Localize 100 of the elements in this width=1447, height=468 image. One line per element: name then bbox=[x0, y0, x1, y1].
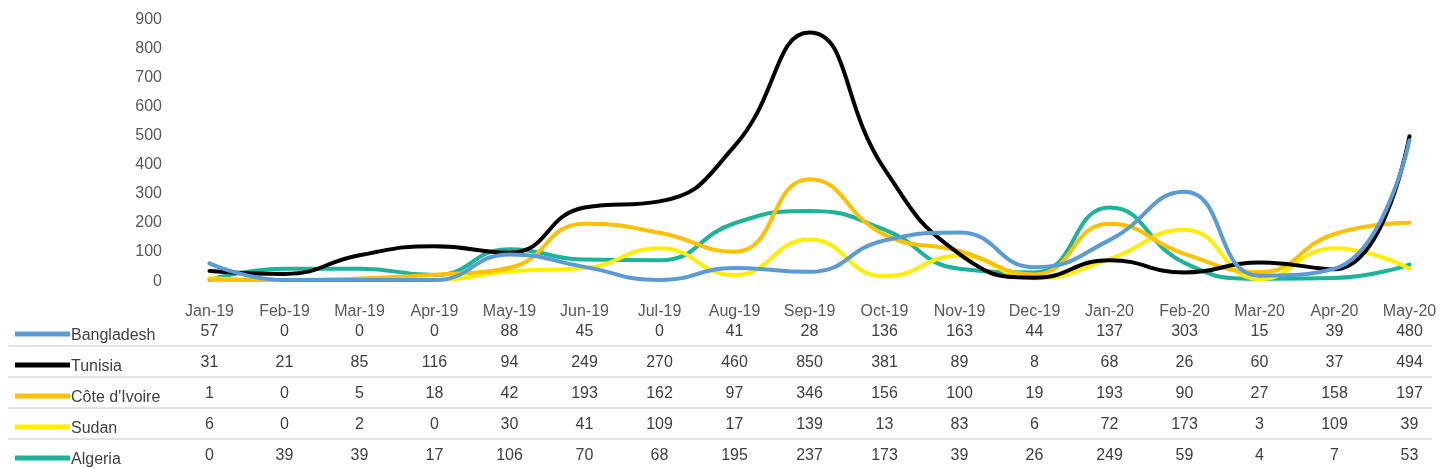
data-label: 39 bbox=[1400, 414, 1419, 432]
x-tick-label: Feb-20 bbox=[1159, 301, 1210, 319]
legend-label: Côte d'Ivoire bbox=[71, 387, 161, 405]
data-label: 15 bbox=[1250, 321, 1269, 339]
y-tick-label: 800 bbox=[135, 38, 163, 56]
data-label: 195 bbox=[721, 445, 748, 463]
data-label: 116 bbox=[421, 352, 448, 370]
y-tick-label: 0 bbox=[153, 271, 163, 289]
data-label: 156 bbox=[871, 383, 898, 401]
x-tick-label: Jun-19 bbox=[560, 301, 610, 319]
data-label: 460 bbox=[721, 352, 748, 370]
data-label: 109 bbox=[1321, 414, 1348, 432]
data-label: 26 bbox=[1025, 445, 1044, 463]
data-label: 162 bbox=[646, 383, 673, 401]
y-tick-label: 900 bbox=[135, 9, 163, 27]
line-series bbox=[207, 138, 1412, 282]
data-label: 346 bbox=[796, 383, 823, 401]
legend-label: Bangladesh bbox=[71, 325, 156, 343]
x-tick-label: May-19 bbox=[482, 301, 537, 319]
y-tick-label: 700 bbox=[135, 67, 163, 85]
x-tick-label: Jan-20 bbox=[1085, 301, 1135, 319]
x-tick-label: Jan-19 bbox=[185, 301, 235, 319]
data-label: 17 bbox=[425, 445, 444, 463]
data-label: 68 bbox=[1100, 352, 1119, 370]
data-label: 136 bbox=[871, 321, 898, 339]
data-label: 88 bbox=[500, 321, 519, 339]
y-tick-label: 100 bbox=[135, 242, 163, 260]
data-label: 39 bbox=[950, 445, 969, 463]
data-label: 0 bbox=[430, 414, 440, 432]
data-label: 173 bbox=[871, 445, 898, 463]
data-label: 163 bbox=[946, 321, 973, 339]
y-tick-label: 400 bbox=[135, 155, 163, 173]
data-label: 68 bbox=[650, 445, 669, 463]
data-label: 70 bbox=[575, 445, 594, 463]
data-label: 193 bbox=[571, 383, 598, 401]
data-label: 0 bbox=[430, 321, 440, 339]
data-label: 303 bbox=[1171, 321, 1198, 339]
data-label: 31 bbox=[200, 352, 219, 370]
data-label: 45 bbox=[575, 321, 594, 339]
data-label: 26 bbox=[1175, 352, 1194, 370]
data-label: 18 bbox=[425, 383, 444, 401]
x-tick-label: Mar-20 bbox=[1234, 301, 1285, 319]
data-label: 6 bbox=[205, 414, 215, 432]
x-tick-label: Mar-19 bbox=[334, 301, 385, 319]
data-label: 37 bbox=[1325, 352, 1344, 370]
data-label: 90 bbox=[1175, 383, 1194, 401]
data-label: 106 bbox=[496, 445, 523, 463]
x-tick-label: Sep-19 bbox=[783, 301, 836, 319]
data-label: 137 bbox=[1096, 321, 1123, 339]
data-label: 59 bbox=[1175, 445, 1194, 463]
data-label: 270 bbox=[646, 352, 673, 370]
data-label: 494 bbox=[1396, 352, 1423, 370]
data-label: 197 bbox=[1396, 383, 1423, 401]
data-label: 480 bbox=[1396, 321, 1423, 339]
data-label: 41 bbox=[575, 414, 594, 432]
data-label: 249 bbox=[571, 352, 598, 370]
data-label: 72 bbox=[1100, 414, 1119, 432]
data-label: 381 bbox=[871, 352, 898, 370]
data-label: 0 bbox=[355, 321, 365, 339]
x-tick-label: Feb-19 bbox=[259, 301, 310, 319]
data-label: 6 bbox=[1030, 414, 1040, 432]
x-tick-label: May-20 bbox=[1382, 301, 1437, 319]
data-label: 17 bbox=[725, 414, 744, 432]
data-label: 0 bbox=[280, 321, 290, 339]
data-label: 0 bbox=[655, 321, 665, 339]
data-label: 4 bbox=[1255, 445, 1265, 463]
line-series bbox=[207, 30, 1412, 280]
data-label: 13 bbox=[875, 414, 894, 432]
data-label: 60 bbox=[1250, 352, 1269, 370]
data-label: 42 bbox=[500, 383, 519, 401]
data-label: 41 bbox=[725, 321, 744, 339]
data-label: 39 bbox=[350, 445, 369, 463]
data-label: 5 bbox=[355, 383, 365, 401]
legend-label: Tunisia bbox=[71, 356, 123, 374]
x-tick-label: Aug-19 bbox=[708, 301, 761, 319]
data-label: 173 bbox=[1171, 414, 1198, 432]
data-label: 1 bbox=[205, 383, 215, 401]
data-label: 193 bbox=[1096, 383, 1123, 401]
legend-label: Algeria bbox=[71, 449, 121, 467]
data-label: 3 bbox=[1255, 414, 1265, 432]
data-label: 44 bbox=[1025, 321, 1044, 339]
data-label: 39 bbox=[275, 445, 294, 463]
x-tick-label: Jul-19 bbox=[637, 301, 682, 319]
data-label: 0 bbox=[280, 383, 290, 401]
data-label: 83 bbox=[950, 414, 969, 432]
y-tick-label: 600 bbox=[135, 96, 163, 114]
legend-label: Sudan bbox=[71, 418, 118, 436]
data-label: 249 bbox=[1096, 445, 1123, 463]
x-tick-label: Oct-19 bbox=[860, 301, 909, 319]
x-tick-label: Apr-20 bbox=[1310, 301, 1359, 319]
data-label: 109 bbox=[646, 414, 673, 432]
data-label: 7 bbox=[1330, 445, 1340, 463]
data-label: 158 bbox=[1321, 383, 1348, 401]
data-label: 0 bbox=[205, 445, 215, 463]
data-label: 139 bbox=[796, 414, 823, 432]
data-label: 85 bbox=[350, 352, 369, 370]
data-label: 53 bbox=[1400, 445, 1419, 463]
y-tick-label: 500 bbox=[135, 125, 163, 143]
data-label: 100 bbox=[946, 383, 973, 401]
data-label: 39 bbox=[1325, 321, 1344, 339]
